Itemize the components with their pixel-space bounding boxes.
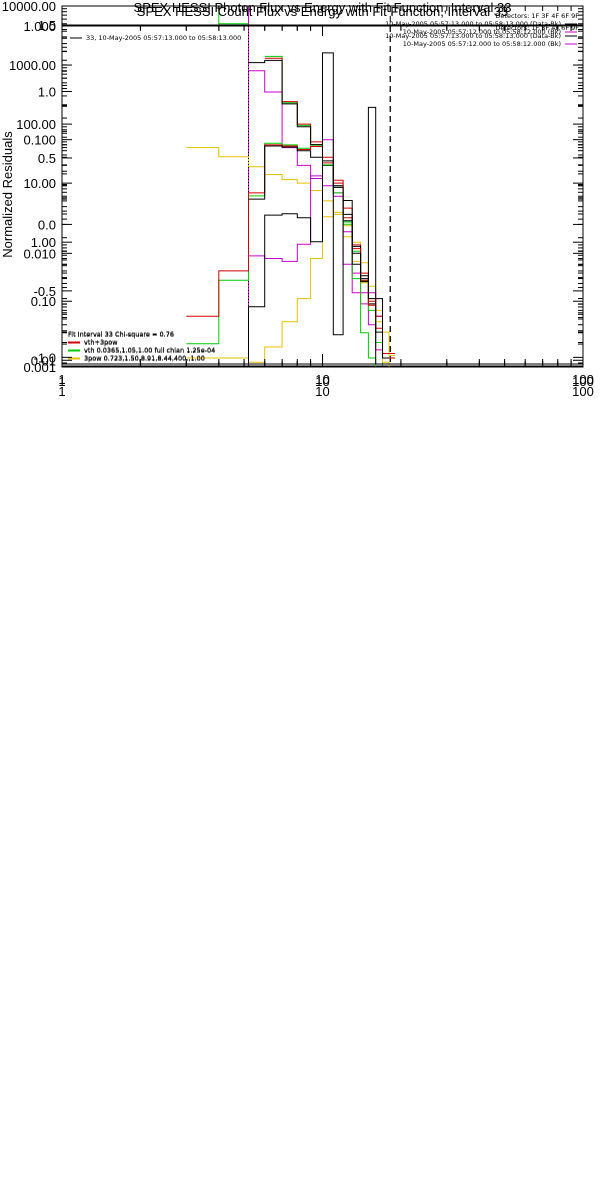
y-tick-label: 10.00 xyxy=(23,176,56,191)
legend-entry: vth+3pow xyxy=(84,339,118,347)
y-tick-label: 1.000 xyxy=(23,19,56,34)
time-interval-label: 10-May-2005 05:57:13.000 to 05:58:13.000… xyxy=(385,20,561,28)
y-tick-label: 0.010 xyxy=(23,246,56,261)
x-tick-label: 1 xyxy=(58,372,65,387)
y-tick-label: -0.5 xyxy=(34,284,56,299)
x-tick-label: 1 xyxy=(58,374,65,389)
legend-entry: 33, 10-May-2005 05:57:13.000 to 05:58:13… xyxy=(86,34,241,42)
fit-header: Fit Interval 33 Chi-square = 0.76 xyxy=(68,330,174,338)
y-tick-label: 1000.00 xyxy=(9,58,56,73)
legend-entry: vth 0.0365,1.05,1.00 full chian 1.25e-04 xyxy=(84,347,215,355)
x-tick-label: 100 xyxy=(572,372,594,387)
y-tick-label: 0.100 xyxy=(23,133,56,148)
series-line-background xyxy=(248,139,383,317)
y-axis-label: Normalized Residuals xyxy=(0,131,15,258)
y-tick-label: 1.5 xyxy=(38,18,56,33)
legend-entry: vth 0.0365,1.05,1.00 full chian 1.25e-04 xyxy=(84,346,215,354)
detectors-label: Detectors: 1F 3F 4F 6F 9F xyxy=(495,12,579,20)
time-interval-label: 10-May-2005 05:57:12.000 to 05:58:12.000… xyxy=(403,40,561,48)
y-tick-label: 0.5 xyxy=(38,151,56,166)
x-tick-label: 10 xyxy=(315,372,329,387)
y-tick-label: -1.0 xyxy=(34,350,56,365)
plot-area xyxy=(248,52,377,364)
count-flux-chart: SPEX HESSI Count Flux vs Energy with Fit… xyxy=(23,4,594,389)
y-tick-label: 1.0 xyxy=(38,84,56,99)
series-line-0 xyxy=(248,52,377,364)
chart-title: SPEX HESSI Count Flux vs Energy with Fit… xyxy=(137,4,508,19)
x-tick-label: 1 xyxy=(58,384,65,399)
x-tick-label: 10 xyxy=(315,384,329,399)
y-tick-label: 0.10 xyxy=(31,294,56,309)
legend-entry: 3pow 0.723,1.50,8.91,8.44,400.,1.00 xyxy=(84,355,205,363)
x-tick-label: 10 xyxy=(315,374,329,389)
residuals-panel: 1 10 100 1.5 1.0 0.5 0.0 -0.5 -1.0 Normalized Res… xyxy=(0,0,600,405)
legend-entry: vth+3pow xyxy=(84,338,118,346)
count-flux-panel: SPEX HESSI Count Flux vs Energy with Fit… xyxy=(0,0,600,395)
y-tick-label: 0.0 xyxy=(38,217,56,232)
x-tick-label: 100 xyxy=(572,374,594,389)
y-tick-label: 1.00 xyxy=(31,235,56,250)
y-tick-label: 100.00 xyxy=(16,117,56,132)
detectors-label: Detectors: 1F 3F 4F 6F 9F xyxy=(495,24,579,32)
y-tick-label: 0.01 xyxy=(31,353,56,368)
time-interval-label: 10-May-2005 05:57:12.000 to 05:58:12.000… xyxy=(403,28,561,36)
y-tick-label: 10000.00 xyxy=(2,0,56,14)
residuals-chart: 1 10 100 1.5 1.0 0.5 0.0 -0.5 -1.0 Normalized Res… xyxy=(0,18,594,399)
time-interval-label: 10-May-2005 05:57:13.000 to 05:58:13.000… xyxy=(385,32,561,40)
legend-entry: 3pow 0.723,1.50,8.91,8.44,400.,1.00 xyxy=(84,354,205,362)
fit-header: Fit Interval 33 Chi-square = 0.76 xyxy=(68,331,174,339)
x-tick-label: 100 xyxy=(572,384,594,399)
y-tick-label: 0.001 xyxy=(23,360,56,375)
